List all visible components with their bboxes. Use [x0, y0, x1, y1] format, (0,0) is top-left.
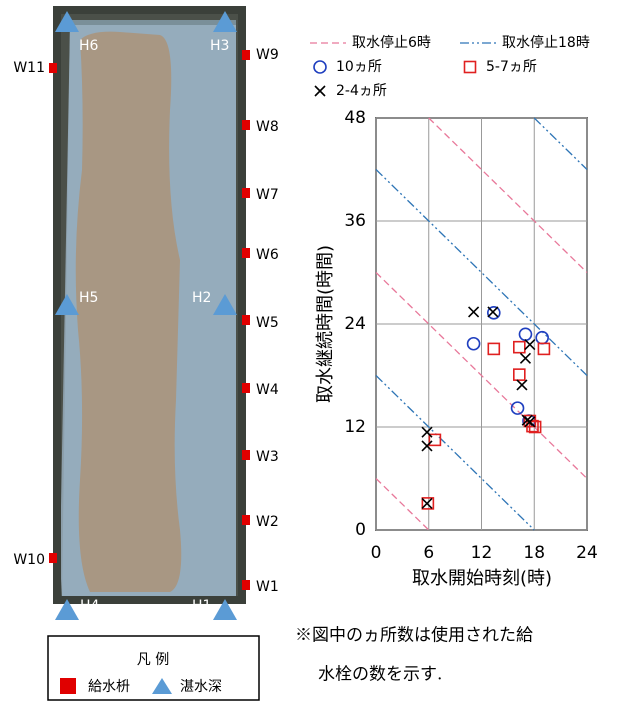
figure: 凡 例 給水枡 湛水深 取水開始時刻(時) 取水継続時間(時間) ※図中のヵ所数…	[0, 0, 619, 701]
marker	[512, 402, 524, 414]
marker-label: W5	[256, 315, 279, 331]
marker	[488, 307, 498, 317]
marker	[538, 343, 549, 354]
marker-label: H6	[79, 38, 99, 54]
y-axis-label: 取水継続時間(時間)	[315, 245, 336, 403]
y-tick-label: 24	[344, 314, 366, 334]
square-marker	[49, 63, 57, 73]
marker-label: H5	[79, 290, 98, 306]
square-marker	[242, 248, 250, 258]
marker-label: W9	[256, 47, 279, 63]
legend-label: 2-4ヵ所	[336, 83, 387, 99]
marker-label: H4	[80, 598, 100, 614]
square-marker	[242, 450, 250, 460]
marker-label: W4	[256, 382, 279, 398]
legend-label: 取水停止18時	[502, 34, 590, 51]
y-tick-label: 0	[355, 520, 366, 540]
x-axis-label: 取水開始時刻(時)	[412, 568, 552, 589]
marker	[520, 353, 530, 363]
marker	[469, 307, 479, 317]
marker	[514, 369, 525, 380]
marker-label: W11	[13, 60, 45, 76]
marker	[517, 380, 527, 390]
marker-label: H3	[210, 38, 229, 54]
x-tick-label: 0	[371, 543, 382, 563]
square-marker	[242, 383, 250, 393]
square-marker	[242, 188, 250, 198]
x-tick-label: 24	[576, 543, 598, 563]
legend-box	[48, 636, 259, 700]
y-tick-label: 36	[344, 211, 366, 231]
marker-label: W3	[256, 449, 279, 465]
marker-label: H2	[192, 290, 211, 306]
legend-title: 凡 例	[137, 652, 169, 668]
x-tick-label: 12	[471, 543, 493, 563]
y-tick-label: 48	[344, 108, 366, 128]
note: ※図中のヵ所数は使用された給	[295, 625, 533, 646]
marker-label: W7	[256, 187, 279, 203]
page: {"chart_data":{"type":"scatter","xlabel"…	[0, 0, 619, 701]
legend-label: 5-7ヵ所	[486, 59, 537, 75]
marker-label: W8	[256, 119, 279, 135]
legend-item: 湛水深	[180, 679, 222, 695]
square-marker	[242, 515, 250, 525]
marker	[525, 340, 535, 350]
legend-item: 給水枡	[88, 679, 130, 695]
marker-label: W2	[256, 514, 279, 530]
marker	[488, 343, 499, 354]
marker-label: W10	[13, 552, 45, 568]
square-marker	[242, 315, 250, 325]
legend-label: 取水停止6時	[352, 34, 431, 51]
x-tick-label: 18	[523, 543, 545, 563]
legend-marker	[314, 61, 326, 73]
y-tick-label: 12	[344, 417, 366, 437]
marker	[519, 328, 531, 340]
x-tick-label: 6	[423, 543, 434, 563]
legend-square	[60, 678, 76, 694]
marker	[422, 498, 432, 508]
legend-marker	[465, 62, 476, 73]
legend-marker	[315, 86, 325, 96]
marker-label: W1	[256, 579, 279, 595]
square-marker	[242, 580, 250, 590]
square-marker	[242, 50, 250, 60]
marker	[536, 332, 548, 344]
legend-triangle	[152, 678, 172, 694]
note: 水栓の数を示す.	[318, 665, 442, 685]
marker	[422, 427, 432, 437]
marker-label: H1	[192, 598, 211, 614]
square-marker	[242, 120, 250, 130]
square-marker	[49, 553, 57, 563]
marker	[514, 342, 525, 353]
marker-label: W6	[256, 247, 279, 263]
marker	[468, 338, 480, 350]
legend-label: 10ヵ所	[336, 59, 382, 75]
